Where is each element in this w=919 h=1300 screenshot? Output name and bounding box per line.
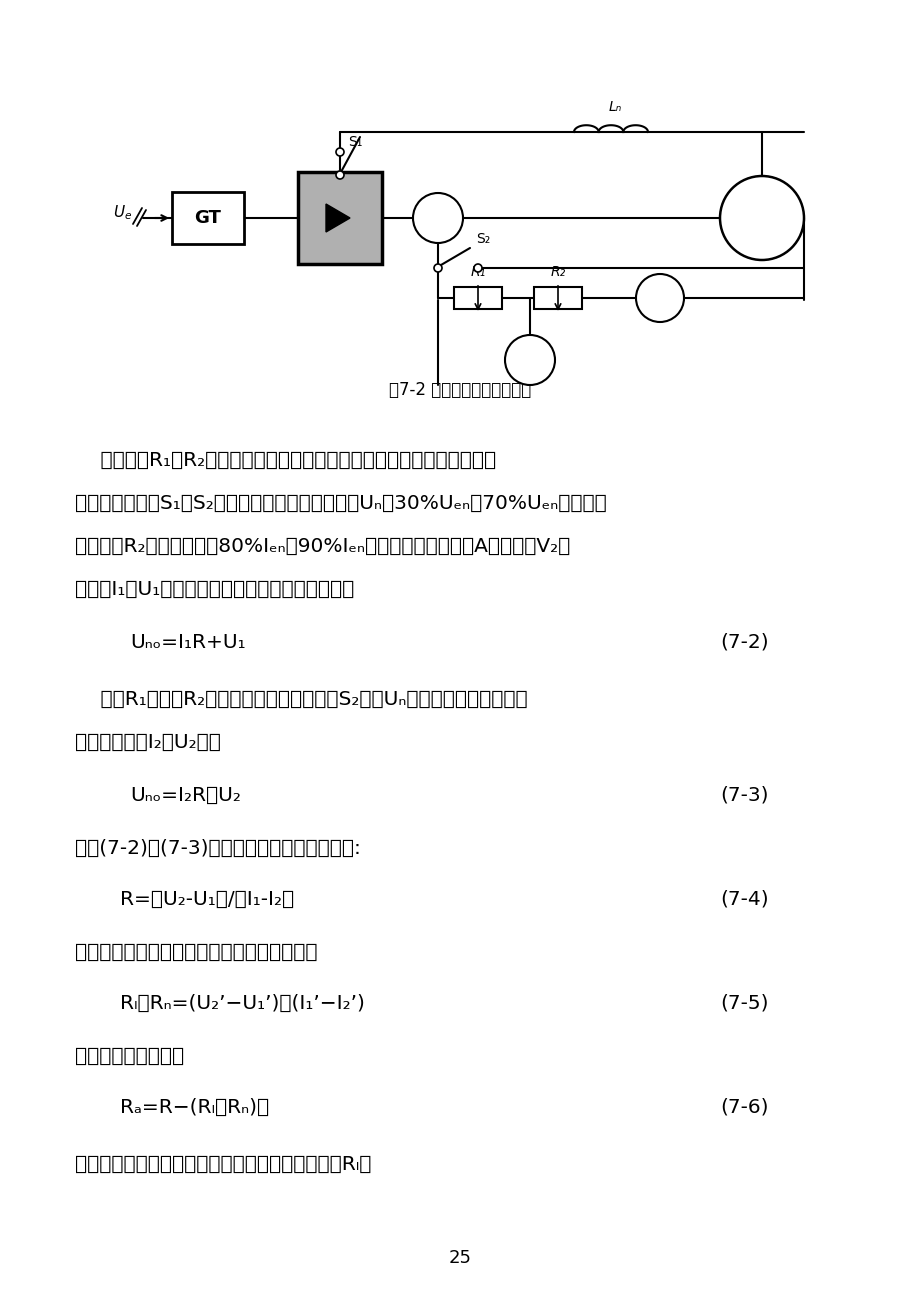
Text: 电压表的数值I₂、U₂，则: 电压表的数值I₂、U₂，则	[75, 732, 221, 751]
Text: 则电机的电枢电阻为: 则电机的电枢电阻为	[75, 1046, 184, 1066]
Text: M: M	[752, 205, 771, 225]
Text: Uₙₒ=I₁R+U₁: Uₙₒ=I₁R+U₁	[130, 633, 245, 651]
Circle shape	[335, 172, 344, 179]
Text: 25: 25	[448, 1249, 471, 1268]
Text: Rₐ=R−(Rₗ＋Rₙ)。: Rₐ=R−(Rₗ＋Rₙ)。	[119, 1097, 269, 1117]
Bar	[453, 287, 502, 309]
Text: Rₗ＋Rₙ=(U₂’−U₁’)／(I₁’−I₂’): Rₗ＋Rₙ=(U₂’−U₁’)／(I₁’−I₂’)	[119, 993, 365, 1013]
Circle shape	[635, 274, 683, 322]
Circle shape	[473, 264, 482, 272]
Text: 图7-2 伏安比较法实验线路图: 图7-2 伏安比较法实验线路图	[389, 381, 530, 399]
Polygon shape	[325, 204, 349, 231]
Text: GT: GT	[194, 209, 221, 228]
Text: Uₙₒ=I₂R＋U₂: Uₙₒ=I₂R＋U₂	[130, 785, 241, 805]
Text: 然后调整R₂使电枢电流在80%Iₑₙ～90%Iₑₙ范围内，读取电流表A和电压表V₂的: 然后调整R₂使电枢电流在80%Iₑₙ～90%Iₑₙ范围内，读取电流表A和电压表V…	[75, 537, 570, 555]
Bar	[172, 192, 244, 244]
Text: 同样，短接电抗器两端，也可测得电抗器直流电阻Rₗ。: 同样，短接电抗器两端，也可测得电抗器直流电阻Rₗ。	[75, 1154, 371, 1174]
Bar	[533, 287, 582, 309]
Text: (7-2): (7-2)	[720, 633, 767, 651]
Text: (7-6): (7-6)	[720, 1097, 767, 1117]
Text: Lₙ: Lₙ	[607, 100, 621, 114]
Circle shape	[413, 192, 462, 243]
Text: (7-3): (7-3)	[720, 785, 767, 805]
Text: 电机堵转。合上S₁、S₂，调节给定使输出直流电压Uₙ在30%Uₑₙ～70%Uₑₙ范围内，: 电机堵转。合上S₁、S₂，调节给定使输出直流电压Uₙ在30%Uₑₙ～70%Uₑₙ…	[75, 494, 607, 512]
Circle shape	[335, 148, 344, 156]
Text: $U_e$: $U_e$	[113, 204, 131, 222]
Text: 将变阻器R₁、R₂接入被测系统的主电路，测试时电动机不加励磁，并使: 将变阻器R₁、R₂接入被测系统的主电路，测试时电动机不加励磁，并使	[75, 451, 495, 469]
Text: R=（U₂-U₁）/（I₁-I₂）: R=（U₂-U₁）/（I₁-I₂）	[119, 889, 294, 909]
Text: A: A	[654, 290, 664, 305]
Text: 如把电机电枢两端短接，重复上述实验，可得: 如把电机电枢两端短接，重复上述实验，可得	[75, 942, 317, 962]
Circle shape	[505, 335, 554, 385]
Text: 调节R₁使之与R₂的电阻值相近，拉开开关S₂，在Uₙ的条件下读取电流表、: 调节R₁使之与R₂的电阻值相近，拉开开关S₂，在Uₙ的条件下读取电流表、	[75, 689, 528, 708]
Text: 求解(7-2)、(7-3)两式，可得电枢回路总电阻:: 求解(7-2)、(7-3)两式，可得电枢回路总电阻:	[75, 838, 360, 858]
Circle shape	[720, 176, 803, 260]
Bar	[298, 172, 381, 264]
Text: S₁: S₁	[347, 135, 362, 150]
Text: 数值为I₁、U₁，则此时整流装置的理想空载电压为: 数值为I₁、U₁，则此时整流装置的理想空载电压为	[75, 580, 354, 598]
Text: (7-4): (7-4)	[720, 889, 767, 909]
Text: (7-5): (7-5)	[720, 993, 767, 1013]
Text: S₂: S₂	[475, 231, 490, 246]
Text: R₁: R₁	[470, 265, 485, 280]
Circle shape	[434, 264, 441, 272]
Text: V₂: V₂	[523, 354, 536, 367]
Text: V₁: V₁	[431, 212, 444, 225]
Text: R₂: R₂	[550, 265, 565, 280]
